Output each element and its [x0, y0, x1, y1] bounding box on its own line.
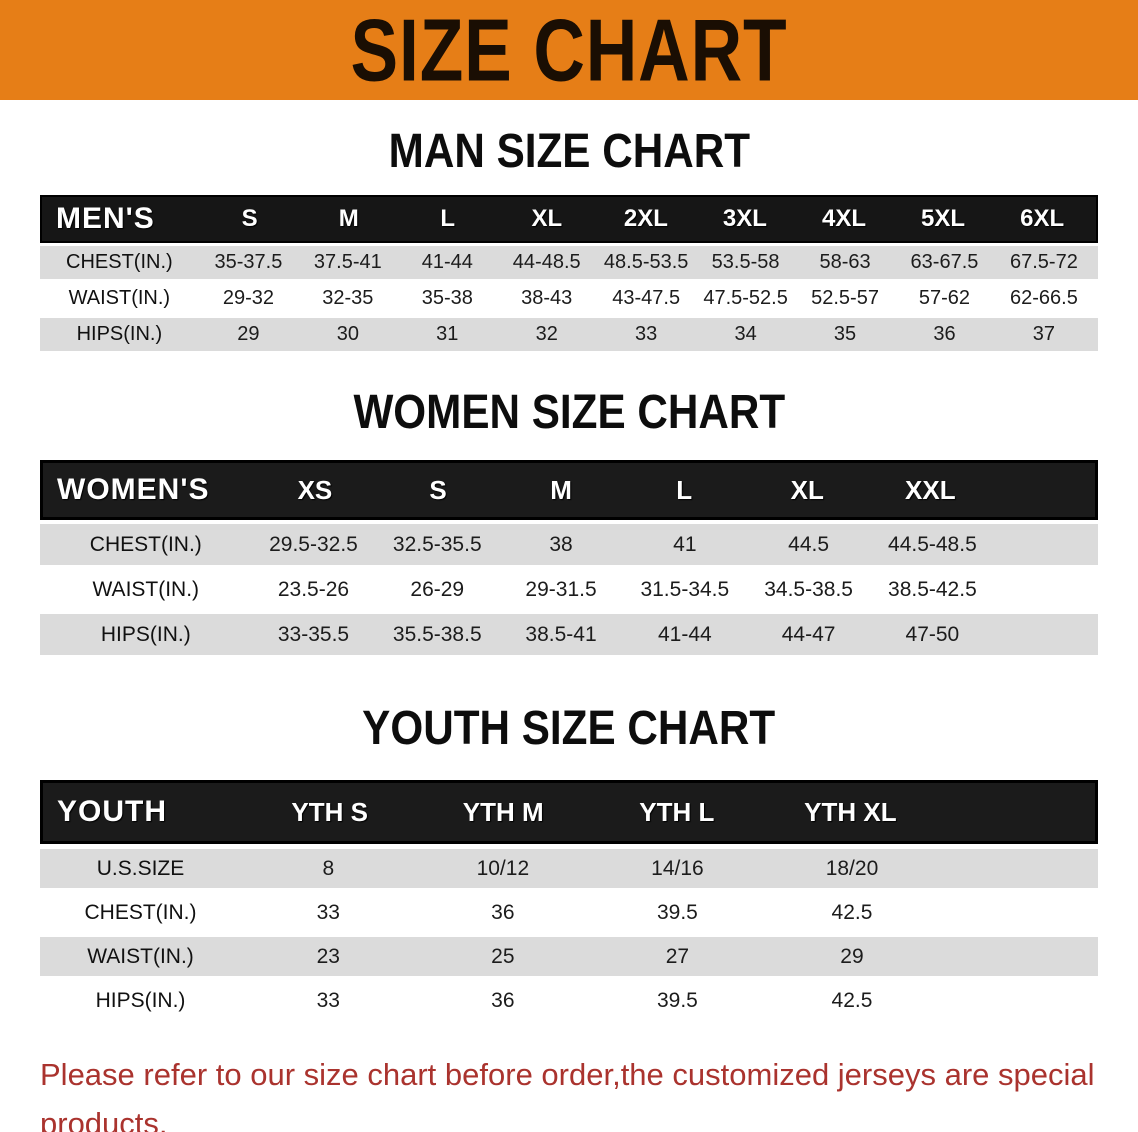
womens-chest-row: CHEST(IN.) 29.5-32.5 32.5-35.5 38 41 44.… — [40, 524, 1098, 565]
womens-col-l: L — [676, 474, 693, 505]
youth-header-label: YOUTH — [57, 795, 167, 828]
womens-col-m: M — [550, 474, 572, 505]
womens-col-s: S — [429, 474, 447, 505]
mens-col-m: M — [338, 205, 359, 232]
womens-header-label: WOMEN'S — [57, 473, 210, 506]
womens-size-table: WOMEN'S XS S M L XL XXL CHEST(IN.) 29.5-… — [40, 460, 1098, 655]
mens-col-l: L — [440, 205, 456, 232]
size-chart-banner: SIZE CHART — [0, 0, 1138, 100]
youth-heading-text: YOUTH SIZE CHART — [362, 702, 776, 755]
youth-col-s: YTH S — [291, 796, 368, 827]
mens-col-2xl: 2XL — [623, 205, 668, 232]
mens-col-xl: XL — [531, 205, 563, 232]
banner-title: SIZE CHART — [350, 0, 788, 99]
youth-col-m: YTH M — [462, 796, 544, 827]
mens-col-s: S — [241, 205, 258, 232]
mens-table-header: MEN'S S M L XL 2XL 3XL 4XL 5XL 6XL — [40, 195, 1098, 243]
youth-waist-row: WAIST(IN.) 23 25 27 29 — [40, 937, 1098, 976]
mens-col-4xl: 4XL — [821, 205, 866, 232]
youth-col-xl: YTH XL — [804, 796, 897, 827]
mens-chest-row: CHEST(IN.) 35-37.5 37.5-41 41-44 44-48.5… — [40, 246, 1098, 279]
policy-line-1: Please refer to our size chart before or… — [40, 1057, 1095, 1132]
youth-size-table: YOUTH YTH S YTH M YTH L YTH XL U.S.SIZE … — [40, 780, 1098, 1020]
man-section-heading: MAN SIZE CHART — [0, 124, 1138, 179]
womens-col-xxl: XXL — [905, 474, 956, 505]
womens-table-header: WOMEN'S XS S M L XL XXL — [40, 460, 1098, 520]
mens-col-6xl: 6XL — [1020, 205, 1065, 232]
youth-table-header: YOUTH YTH S YTH M YTH L YTH XL — [40, 780, 1098, 844]
mens-header-label: MEN'S — [56, 202, 155, 235]
womens-col-xs: XS — [297, 474, 333, 505]
womens-col-xl: XL — [790, 474, 824, 505]
youth-chest-row: CHEST(IN.) 33 36 39.5 42.5 — [40, 893, 1098, 932]
women-section-heading: WOMEN SIZE CHART — [0, 385, 1138, 440]
mens-size-table: MEN'S S M L XL 2XL 3XL 4XL 5XL 6XL CHEST… — [40, 195, 1098, 351]
man-heading-text: MAN SIZE CHART — [388, 125, 750, 178]
mens-hips-row: HIPS(IN.) 29 30 31 32 33 34 35 36 37 — [40, 318, 1098, 351]
womens-hips-row: HIPS(IN.) 33-35.5 35.5-38.5 38.5-41 41-4… — [40, 614, 1098, 655]
mens-waist-row: WAIST(IN.) 29-32 32-35 35-38 38-43 43-47… — [40, 282, 1098, 315]
youth-col-l: YTH L — [639, 796, 715, 827]
order-policy-note: Please refer to our size chart before or… — [0, 1050, 1138, 1132]
youth-section-heading: YOUTH SIZE CHART — [0, 701, 1138, 756]
womens-waist-row: WAIST(IN.) 23.5-26 26-29 29-31.5 31.5-34… — [40, 569, 1098, 610]
mens-col-5xl: 5XL — [921, 205, 966, 232]
youth-hips-row: HIPS(IN.) 33 36 39.5 42.5 — [40, 981, 1098, 1020]
mens-col-3xl: 3XL — [722, 205, 767, 232]
women-heading-text: WOMEN SIZE CHART — [353, 386, 785, 439]
youth-ussize-row: U.S.SIZE 8 10/12 14/16 18/20 — [40, 849, 1098, 888]
